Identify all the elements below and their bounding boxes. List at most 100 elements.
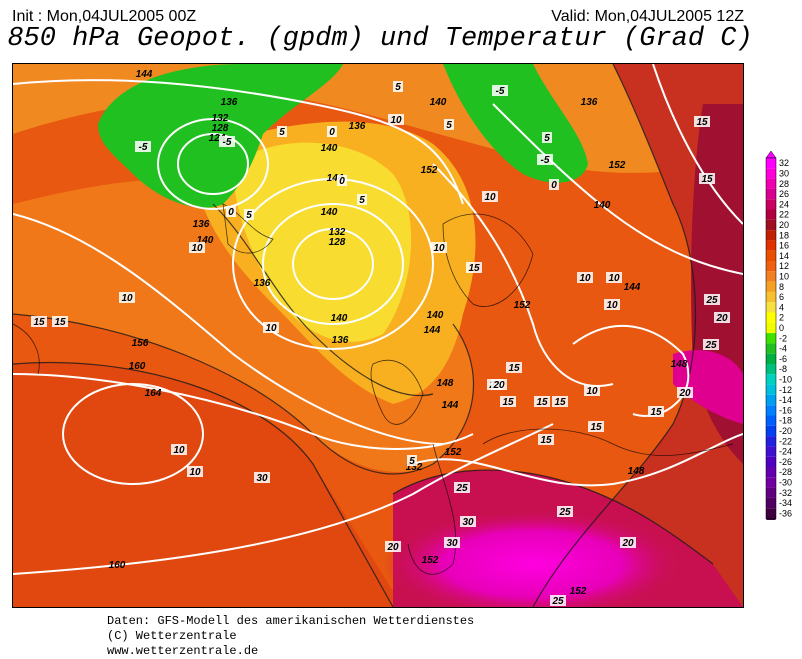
temperature-label-text: 10 — [579, 273, 591, 284]
temperature-label-text: 10 — [586, 386, 598, 397]
temperature-label: 15 — [500, 396, 516, 408]
temperature-label-text: 5 — [395, 82, 401, 93]
temperature-label: 20 — [677, 387, 693, 399]
temperature-label-background — [577, 272, 593, 283]
geopotential-label-text: 140 — [430, 97, 447, 108]
legend-swatch — [766, 168, 776, 179]
geopotential-label: 140 — [331, 313, 348, 324]
temperature-label-text: 25 — [705, 295, 718, 306]
temperature-label-background — [538, 434, 554, 445]
legend-label: -4 — [779, 344, 787, 354]
geopotential-label-text: 136 — [193, 219, 210, 230]
legend-label: 20 — [779, 220, 789, 230]
geopotential-label-text: 152 — [570, 586, 587, 597]
temperature-label: 25 — [704, 294, 720, 306]
temperature-label-text: 20 — [492, 380, 505, 391]
legend-label: 22 — [779, 210, 789, 220]
legend-label: 24 — [779, 199, 789, 209]
temperature-label: -5 — [492, 85, 508, 97]
legend-label: -26 — [779, 457, 792, 467]
temperature-label-text: 20 — [715, 313, 728, 324]
temp-zone-southwest — [13, 362, 403, 607]
temperature-label-text: 15 — [468, 263, 480, 274]
temperature-label-background — [444, 119, 454, 130]
temperature-label-text: 10 — [191, 243, 203, 254]
legend-label: -6 — [779, 354, 787, 364]
legend-label: 4 — [779, 302, 784, 312]
temperature-label: 15 — [699, 173, 715, 185]
coastlines — [13, 203, 734, 575]
legend-swatch — [766, 467, 776, 478]
temperature-label: 25 — [550, 595, 566, 606]
temperature-label-text: 25 — [455, 483, 468, 494]
temperature-label-text: 5 — [446, 120, 452, 131]
geopotential-label-text: 160 — [109, 560, 126, 571]
temperature-legend: 32302826242220181614121086420-2-4-6-8-10… — [765, 150, 792, 520]
legend-label: -28 — [779, 467, 792, 477]
temperature-label: 25 — [703, 339, 719, 351]
geopotential-label-text: 128 — [329, 237, 346, 248]
legend-label: 10 — [779, 271, 789, 281]
legend-label: 8 — [779, 282, 784, 292]
legend-swatch — [766, 487, 776, 498]
temperature-label-background — [337, 175, 347, 186]
temperature-label-background — [492, 85, 508, 96]
geopotential-label: 140 — [321, 207, 338, 218]
temperature-label: 15 — [538, 434, 554, 446]
legend-swatch — [766, 415, 776, 426]
legend-swatch — [766, 281, 776, 292]
temperature-label-text: 30 — [462, 517, 474, 528]
temperature-label-text: -5 — [139, 142, 148, 153]
temperature-label-background — [327, 126, 337, 137]
legend-top-arrow — [765, 150, 777, 159]
temperature-label-text: -5 — [496, 86, 505, 97]
legend-swatch — [766, 240, 776, 251]
temperature-label-background — [550, 595, 566, 606]
geopotential-label: 140 — [594, 200, 611, 211]
geopotential-label: 136 — [254, 278, 271, 289]
temperature-label: 20 — [385, 541, 401, 553]
temperature-label: 30 — [444, 537, 460, 549]
geopotential-label: 164 — [145, 388, 162, 399]
geopotential-label-text: 144 — [327, 173, 344, 184]
legend-swatch — [766, 405, 776, 416]
legend-label: 18 — [779, 230, 789, 240]
legend-label: -22 — [779, 436, 792, 446]
temperature-label: 0 — [549, 179, 559, 191]
temperature-label: -5 — [219, 136, 235, 148]
geopotential-label: 144 — [327, 173, 344, 184]
legend-label: -12 — [779, 385, 792, 395]
temperature-label-background — [407, 455, 417, 466]
geopotential-label: 152 — [421, 165, 438, 176]
temperature-label-text: 15 — [54, 317, 66, 328]
geopotential-label: 144 — [442, 400, 459, 411]
temperature-label-text: 15 — [590, 422, 602, 433]
temperature-label: 5 — [277, 126, 287, 138]
geopotential-label: 152 — [514, 300, 531, 311]
legend-label: 12 — [779, 261, 789, 271]
temperature-label-text: 15 — [701, 174, 713, 185]
legend-label: -32 — [779, 488, 792, 498]
geopotential-label: 128 — [329, 237, 346, 248]
temperature-label-text: 10 — [390, 115, 402, 126]
legend-swatch — [766, 497, 776, 509]
temperature-label-text: 15 — [502, 397, 514, 408]
footer-copyright: (C) Wetterzentrale — [107, 629, 237, 643]
temp-zone-east — [533, 64, 743, 607]
geopotential-label-text: 148 — [437, 378, 454, 389]
temperature-label-text: 10 — [121, 293, 133, 304]
geopotential-label-text: 156 — [132, 338, 149, 349]
geopotential-label-text: 140 — [594, 200, 611, 211]
temperature-label-text: 10 — [608, 273, 620, 284]
legend-label: 26 — [779, 189, 789, 199]
geopotential-label: 160 — [109, 560, 126, 571]
geopotential-label: 156 — [132, 338, 149, 349]
geopotential-label: 148 — [437, 378, 454, 389]
legend-swatch — [766, 219, 776, 231]
temperature-label-text: 5 — [246, 210, 252, 221]
geopotential-label: 132 — [406, 462, 423, 473]
temperature-label-text: 15 — [696, 117, 708, 128]
temperature-label-text: 20 — [621, 538, 634, 549]
geopotential-label: 132 — [329, 227, 346, 238]
geopotential-label-text: 140 — [331, 313, 348, 324]
